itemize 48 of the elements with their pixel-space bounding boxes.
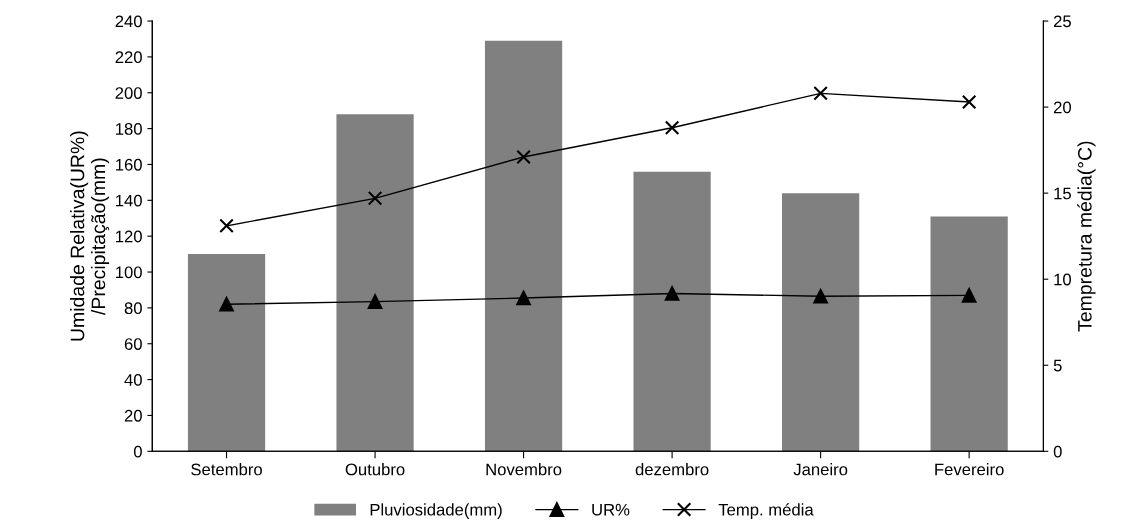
y2-tick-label: 10 [1054,273,1072,286]
x-tick-label: dezembro [635,463,709,476]
y-tick-label: 180 [116,123,142,135]
y-tick-label: 100 [116,266,142,279]
y-tick-label: 40 [124,374,142,386]
y-tick-label: 160 [116,158,142,171]
y-tick-label: 220 [115,51,142,64]
x-tick-label: Outubro [345,463,405,476]
legend-label: UR% [592,503,630,516]
bar [930,216,1008,452]
x-tick-label: Janeiro [793,463,848,476]
x-tick-label: Novembro [486,463,562,476]
y2-tick-label: 0 [1053,445,1062,458]
bar [633,171,711,452]
point [219,297,234,312]
legend-label: Temp. média [718,503,814,519]
point [813,86,828,101]
y-tick-label: 200 [115,87,142,99]
bar [336,114,414,452]
y-tick-label: 20 [124,409,142,422]
y2-tick-label: 25 [1053,15,1071,28]
point [219,218,234,234]
y2-axis-title: Tempretura média(°C) [1077,141,1096,332]
y2-tick-label: 20 [1053,101,1072,114]
y-tick-label: 240 [115,15,142,28]
x-tick-label: Setembro [191,463,262,476]
bar [187,254,266,452]
y-tick-label: 0 [133,445,142,458]
y-tick-label: 120 [116,230,142,243]
point [516,149,531,165]
y-axis-title: Umidade Relativa(UR%) /Precipitação(mm) [70,131,110,341]
point [813,288,828,304]
point [367,191,383,206]
y-tick-label: 140 [116,194,142,207]
legend-label: Pluviosidade(mm) [370,503,502,519]
point [961,288,977,303]
point [367,294,383,309]
y2-tick-label: 5 [1053,359,1062,372]
point [961,94,977,110]
x-tick-label: Fevereiro [935,463,1004,476]
y-tick-label: 80 [124,302,142,315]
bar [782,193,860,452]
point [664,286,680,301]
point [516,290,531,306]
bar [484,40,563,452]
y2-tick-label: 15 [1054,187,1071,200]
point [664,120,680,136]
y-tick-label: 60 [124,338,142,350]
